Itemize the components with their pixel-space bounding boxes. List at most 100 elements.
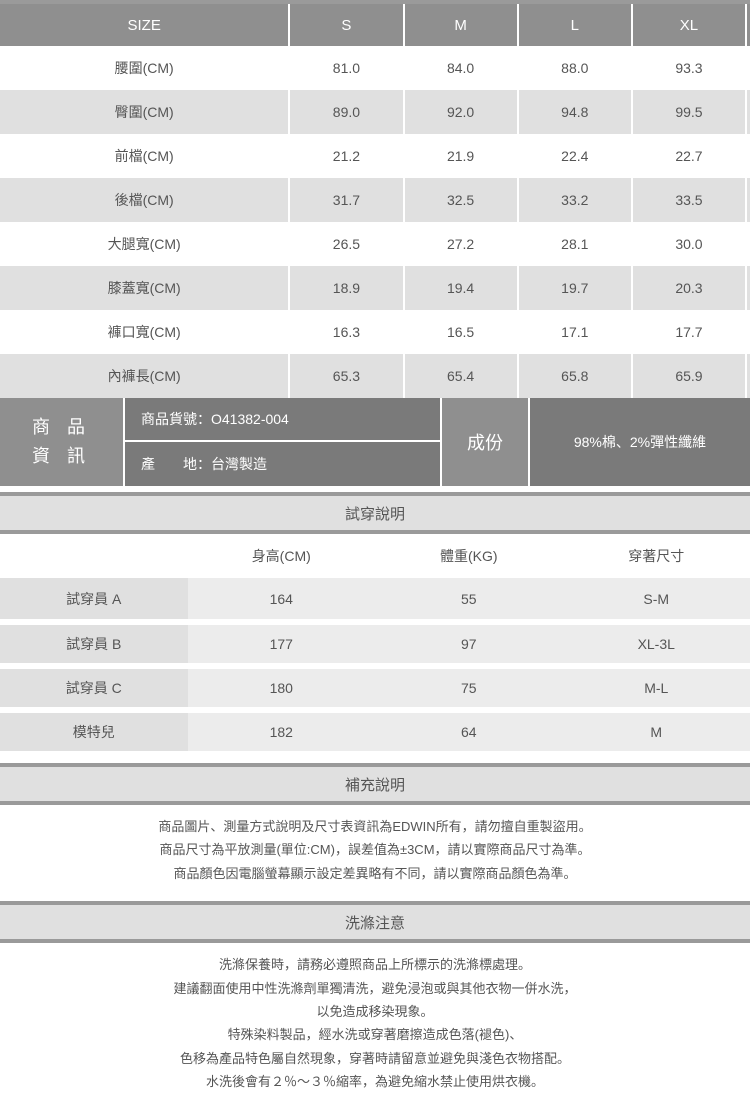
fit-weight: 64 xyxy=(375,710,563,754)
fit-height: 164 xyxy=(188,578,376,622)
size-row-label: 後檔(CM) xyxy=(0,178,289,222)
size-row: 腰圍(CM)81.084.088.093.3 xyxy=(0,46,750,90)
size-cell: 32.5 xyxy=(404,178,518,222)
fit-weight: 97 xyxy=(375,622,563,666)
fit-row-label: 試穿員 A xyxy=(0,578,188,622)
size-cell: 28.1 xyxy=(518,222,632,266)
size-row-label: 內褲長(CM) xyxy=(0,354,289,398)
product-origin-row: 產 地： 台灣製造 xyxy=(125,442,440,486)
size-row-label: 褲口寬(CM) xyxy=(0,310,289,354)
product-info-label-text: 商 品資 訊 xyxy=(32,413,91,471)
supplement-line: 商品圖片、測量方式說明及尺寸表資訊為EDWIN所有，請勿擅自重製盜用。 xyxy=(20,815,730,838)
size-cell xyxy=(746,354,750,398)
size-cell: 33.2 xyxy=(518,178,632,222)
size-cell xyxy=(746,310,750,354)
wash-line: 特殊染料製品，經水洗或穿著磨擦造成色落(褪色)、 xyxy=(20,1023,730,1046)
size-cell: 30.0 xyxy=(632,222,746,266)
size-cell: 22.7 xyxy=(632,134,746,178)
fit-header: 體重(KG) xyxy=(375,534,563,578)
size-cell: 20.3 xyxy=(632,266,746,310)
fit-row: 試穿員 C18075M-L xyxy=(0,666,750,710)
size-cell: 21.2 xyxy=(289,134,403,178)
fit-section-title: 試穿說明 xyxy=(0,492,750,534)
size-cell: 16.3 xyxy=(289,310,403,354)
size-cell: 19.7 xyxy=(518,266,632,310)
fit-height: 180 xyxy=(188,666,376,710)
composition-label: 成份 xyxy=(440,398,530,486)
product-sku-row: 商品貨號： O41382-004 xyxy=(125,398,440,442)
sku-label: 商品貨號： xyxy=(141,409,211,429)
product-info-content: 商品貨號： O41382-004 產 地： 台灣製造 xyxy=(125,398,440,486)
fit-weight: 55 xyxy=(375,578,563,622)
fit-height: 182 xyxy=(188,710,376,754)
size-row: 膝蓋寬(CM)18.919.419.720.3 xyxy=(0,266,750,310)
size-header: L xyxy=(518,2,632,46)
size-row: 臀圍(CM)89.092.094.899.5 xyxy=(0,90,750,134)
size-row-label: 臀圍(CM) xyxy=(0,90,289,134)
fit-row-label: 模特兒 xyxy=(0,710,188,754)
size-cell xyxy=(746,134,750,178)
fit-row: 試穿員 B17797XL-3L xyxy=(0,622,750,666)
fit-table: 身高(CM) 體重(KG) 穿著尺寸 試穿員 A16455S-M試穿員 B177… xyxy=(0,534,750,757)
size-cell: 19.4 xyxy=(404,266,518,310)
size-cell: 88.0 xyxy=(518,46,632,90)
wash-line: 建議翻面使用中性洗滌劑單獨清洗，避免浸泡或與其他衣物一併水洗， xyxy=(20,977,730,1000)
size-cell xyxy=(746,222,750,266)
size-cell: 92.0 xyxy=(404,90,518,134)
fit-size: S-M xyxy=(563,578,750,622)
wash-line: 以免造成移染現象。 xyxy=(20,1000,730,1023)
size-header: M xyxy=(404,2,518,46)
size-table-header-row: SIZE S M L XL xyxy=(0,2,750,46)
size-cell: 18.9 xyxy=(289,266,403,310)
product-info-label: 商 品資 訊 xyxy=(0,398,125,486)
size-header: SIZE xyxy=(0,2,289,46)
fit-header: 穿著尺寸 xyxy=(563,534,750,578)
wash-line: 水洗後會有２％～３％縮率，為避免縮水禁止使用烘衣機。 xyxy=(20,1070,730,1093)
fit-row: 試穿員 A16455S-M xyxy=(0,578,750,622)
size-cell: 27.2 xyxy=(404,222,518,266)
size-cell: 84.0 xyxy=(404,46,518,90)
size-cell: 22.4 xyxy=(518,134,632,178)
size-cell xyxy=(746,266,750,310)
size-row: 大腿寬(CM)26.527.228.130.0 xyxy=(0,222,750,266)
size-cell: 65.3 xyxy=(289,354,403,398)
supplement-text: 商品圖片、測量方式說明及尺寸表資訊為EDWIN所有，請勿擅自重製盜用。商品尺寸為… xyxy=(0,805,750,895)
composition-value: 98%棉、2%彈性纖維 xyxy=(530,398,750,486)
size-header: S xyxy=(289,2,403,46)
wash-title: 洗滌注意 xyxy=(0,901,750,943)
fit-size: M xyxy=(563,710,750,754)
size-cell: 94.8 xyxy=(518,90,632,134)
sku-value: O41382-004 xyxy=(211,411,289,427)
fit-row: 模特兒18264M xyxy=(0,710,750,754)
size-table: SIZE S M L XL 腰圍(CM)81.084.088.093.3臀圍(C… xyxy=(0,0,750,398)
product-info-block: 商 品資 訊 商品貨號： O41382-004 產 地： 台灣製造 成份 98%… xyxy=(0,398,750,486)
size-cell: 17.1 xyxy=(518,310,632,354)
size-cell: 81.0 xyxy=(289,46,403,90)
fit-height: 177 xyxy=(188,622,376,666)
origin-value: 台灣製造 xyxy=(211,454,267,474)
size-row-label: 腰圍(CM) xyxy=(0,46,289,90)
size-cell: 99.5 xyxy=(632,90,746,134)
fit-row-label: 試穿員 B xyxy=(0,622,188,666)
supplement-line: 商品尺寸為平放測量(單位:CM)，誤差值為±3CM，請以實際商品尺寸為準。 xyxy=(20,838,730,861)
size-row: 褲口寬(CM)16.316.517.117.7 xyxy=(0,310,750,354)
size-header: XL xyxy=(632,2,746,46)
size-cell: 21.9 xyxy=(404,134,518,178)
size-cell: 65.9 xyxy=(632,354,746,398)
size-cell xyxy=(746,90,750,134)
size-row-label: 前檔(CM) xyxy=(0,134,289,178)
size-cell: 26.5 xyxy=(289,222,403,266)
size-cell: 33.5 xyxy=(632,178,746,222)
fit-size: XL-3L xyxy=(563,622,750,666)
size-cell: 31.7 xyxy=(289,178,403,222)
fit-weight: 75 xyxy=(375,666,563,710)
size-row-label: 大腿寬(CM) xyxy=(0,222,289,266)
size-cell: 65.4 xyxy=(404,354,518,398)
size-cell: 93.3 xyxy=(632,46,746,90)
fit-header-row: 身高(CM) 體重(KG) 穿著尺寸 xyxy=(0,534,750,578)
size-cell xyxy=(746,46,750,90)
size-cell: 17.7 xyxy=(632,310,746,354)
origin-label: 產 地： xyxy=(141,454,211,474)
size-row: 前檔(CM)21.221.922.422.7 xyxy=(0,134,750,178)
size-row: 內褲長(CM)65.365.465.865.9 xyxy=(0,354,750,398)
